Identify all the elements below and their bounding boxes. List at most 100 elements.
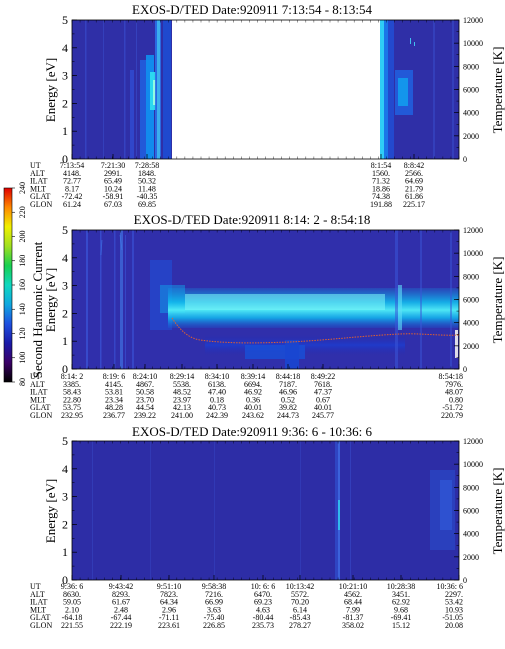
orbit-table-cell: 40.73 [208, 403, 226, 412]
orbit-table-cell: 4148. [63, 169, 81, 178]
orbit-table-cell: 245.77 [312, 411, 334, 420]
orbit-table-cell: 191.88 [370, 200, 392, 209]
orbit-table-cell: 48.52 [173, 388, 191, 397]
orbit-table-cell: 10: 6: 6 [251, 582, 275, 591]
orbit-table-cell: -67.44 [111, 613, 132, 622]
orbit-table-cell: -58.91 [103, 192, 124, 201]
orbit-table-cell: -85.43 [290, 613, 311, 622]
y-tick-label: 2 [62, 306, 68, 320]
orbit-table-cell: 70.20 [291, 598, 309, 607]
orbit-table-cell: 7:28:58 [135, 161, 159, 170]
orbit-table-cell: 8630. [63, 590, 81, 599]
y-right-tick-label: 8000 [463, 272, 479, 281]
orbit-table-cell: 0.80 [449, 395, 463, 404]
y-tick-label: 2 [62, 96, 68, 110]
orbit-table-cell: 226.85 [203, 621, 225, 630]
orbit-table-cell: 10:28:38 [387, 582, 415, 591]
orbit-table-cell: 59.05 [63, 598, 81, 607]
orbit-table-cell: 243.62 [242, 411, 264, 420]
orbit-row-label: GLAT [30, 613, 51, 622]
orbit-row-label: GLAT [30, 192, 51, 201]
orbit-table-cell: 358.02 [342, 621, 364, 630]
y-tick-label: 0 [62, 152, 68, 166]
colorbar-label: Second Harmonic Current [30, 241, 45, 378]
orbit-table-cell: 64.69 [405, 177, 423, 186]
orbit-table-cell: 9:51:10 [157, 582, 181, 591]
orbit-table-cell: 11.48 [138, 184, 156, 193]
orbit-table-cell: 53.75 [63, 403, 81, 412]
panel-2-texture [72, 230, 460, 369]
orbit-table-cell: 232.95 [61, 411, 83, 420]
panel-1-ylabel-right: Temperature [K] [490, 47, 505, 134]
panel-2-axes: 0 1 2 3 4 5 0 2000 4000 6000 8000 10000 12000 [62, 223, 483, 376]
orbit-table-cell: 0.52 [281, 395, 295, 404]
orbit-row-label: ILAT [30, 388, 47, 397]
orbit-table-cell: 9:36: 6 [61, 582, 83, 591]
colorbar-tick-label: 160 [18, 279, 27, 291]
panel-3: EXOS-D/TED Date:920911 9:36: 6 - 10:36: … [30, 424, 505, 630]
orbit-table-cell: 8.17 [65, 184, 79, 193]
orbit-table-cell: 2297. [445, 590, 463, 599]
orbit-table-cell: 235.73 [252, 621, 274, 630]
orbit-table-cell: 2566. [405, 169, 423, 178]
orbit-table-cell: 61.86 [405, 192, 423, 201]
orbit-table-cell: -69.41 [391, 613, 412, 622]
orbit-table-cell: 10:21:10 [339, 582, 367, 591]
orbit-table-cell: 10.93 [445, 605, 463, 614]
orbit-table-cell: 71.32 [372, 177, 390, 186]
orbit-table-cell: 8:29:14 [170, 372, 194, 381]
orbit-table-cell: 48.07 [445, 388, 463, 397]
orbit-table-cell: 18.86 [372, 184, 390, 193]
y-tick-label: 3 [62, 490, 68, 504]
colorbar-tick-label: 220 [18, 206, 27, 218]
orbit-table-cell: 6138. [208, 380, 226, 389]
panel-1-ylabel: Energy [eV] [43, 58, 58, 122]
orbit-table-cell: 10:36: 6 [437, 582, 463, 591]
orbit-table-cell: 220.79 [441, 411, 463, 420]
y-right-tick-label: 6000 [463, 296, 479, 305]
orbit-table-cell: 8:44:18 [276, 372, 300, 381]
orbit-table-cell: 69.23 [254, 598, 272, 607]
y-tick-label: 3 [62, 279, 68, 293]
orbit-table-cell: 239.22 [134, 411, 156, 420]
y-right-tick-label: 8000 [463, 62, 479, 71]
orbit-table-cell: 1560. [372, 169, 390, 178]
orbit-row-label: MLT [30, 605, 46, 614]
orbit-table-cell: 68.44 [344, 598, 362, 607]
colorbar-tick-label: 100 [18, 352, 27, 364]
y-right-tick-label: 12000 [463, 226, 483, 235]
orbit-table-cell: 7:21:30 [101, 161, 125, 170]
orbit-table-cell: 74.38 [372, 192, 390, 201]
orbit-table-cell: 7187. [279, 380, 297, 389]
y-right-tick-label: 6000 [463, 507, 479, 516]
orbit-table-cell: 221.55 [61, 621, 83, 630]
orbit-table-cell: 7823. [160, 590, 178, 599]
orbit-table-cell: -81.37 [343, 613, 364, 622]
y-right-tick-label: 2000 [463, 132, 479, 141]
orbit-table-cell: 222.19 [110, 621, 132, 630]
orbit-table-cell: -80.44 [253, 613, 274, 622]
orbit-row-label: GLON [30, 411, 52, 420]
orbit-table-cell: 50.58 [136, 388, 154, 397]
orbit-table-cell: 8:54:18 [439, 372, 463, 381]
orbit-table-cell: 53.81 [105, 388, 123, 397]
panel-3-ylabel: Energy [eV] [43, 479, 58, 543]
colorbar-gradient [3, 187, 13, 383]
y-right-tick-label: 10000 [463, 249, 483, 258]
y-tick-label: 4 [62, 462, 68, 476]
orbit-table-cell: 42.13 [173, 403, 191, 412]
orbit-table-cell: 61.24 [63, 200, 81, 209]
panel-1: EXOS-D/TED Date:920911 7:13:54 - 8:13:54 [30, 2, 505, 209]
y-tick-label: 5 [62, 13, 68, 27]
colorbar: Second Harmonic Current 80 100 120 140 160 18… [3, 182, 45, 386]
orbit-table-cell: 50.32 [138, 177, 156, 186]
orbit-row-label: MLT [30, 184, 46, 193]
orbit-row-label: GLON [30, 621, 52, 630]
orbit-table-cell: 66.99 [205, 598, 223, 607]
y-tick-label: 5 [62, 223, 68, 237]
orbit-table-cell: 20.08 [445, 621, 463, 630]
orbit-table-cell: 40.01 [314, 403, 332, 412]
orbit-table-cell: 65.49 [104, 177, 122, 186]
